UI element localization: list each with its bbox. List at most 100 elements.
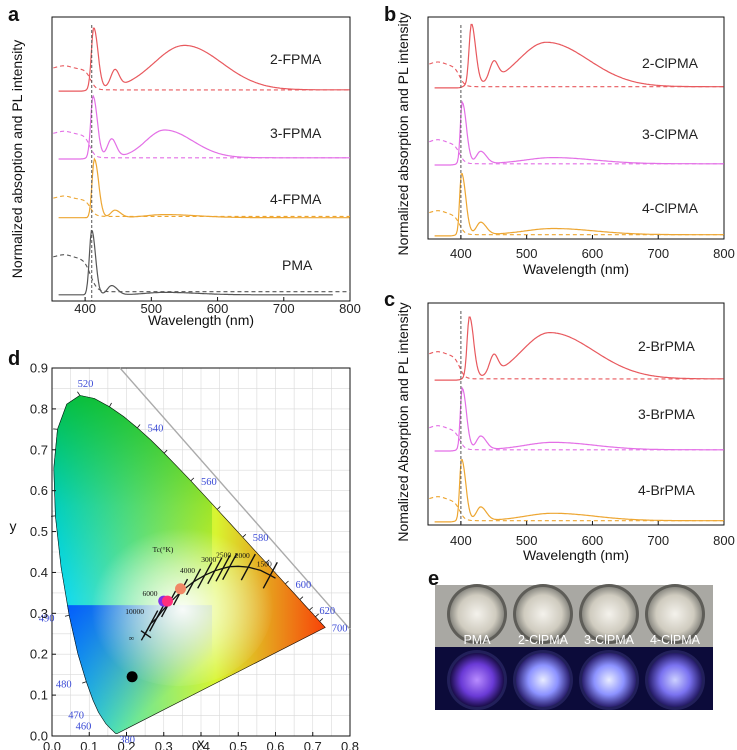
x-tick-label: 0.3 (155, 739, 173, 750)
cie-point-pma (127, 671, 138, 682)
wavelength-label: 560 (201, 477, 217, 488)
x-tick-label: 700 (273, 301, 295, 316)
wavelength-label: 460 (76, 722, 92, 733)
y-tick-label: 0.1 (30, 688, 48, 703)
locus-tick-mark (65, 615, 69, 616)
panel-label-a: a (8, 4, 20, 26)
y-tick-label: 0.5 (30, 524, 48, 539)
x-tick-label: 700 (647, 246, 669, 261)
cct-label: 4000 (180, 566, 195, 575)
x-tick-label: 0.6 (266, 739, 284, 750)
x-tick-label: 800 (339, 301, 361, 316)
series-label-2-clpma: 2-ClPMA (642, 55, 699, 71)
x-tick-label: 0.8 (341, 739, 359, 750)
series-label-4-clpma: 4-ClPMA (642, 200, 699, 216)
panel-label-c: c (384, 289, 395, 311)
figure: a b c d e 400 500 600 700 800 Wavelength (nm… (0, 0, 737, 750)
series-label-pma: PMA (282, 257, 313, 273)
locus-tick-mark (320, 618, 323, 621)
x-axis-label: x (198, 735, 205, 750)
cct-label: 3000 (201, 555, 216, 564)
vial-uv (450, 653, 504, 707)
y-axis-label: Normalized absoption and PL intensity (9, 40, 25, 278)
absorption-line-3-brpma (429, 426, 724, 450)
locus-tick-mark (286, 581, 289, 584)
vial-uv (648, 653, 702, 707)
pl-line-4-fpma (59, 159, 350, 218)
x-tick-label: 0.7 (304, 739, 322, 750)
wavelength-label: 620 (319, 606, 335, 617)
wavelength-label: 480 (56, 680, 72, 691)
cct-title: Tc(°K) (153, 545, 174, 554)
gamut-white-layer (84, 516, 274, 686)
spectra-panel-b: 400 500 600 700 800 Wavelength (nm) Normaliz… (395, 12, 735, 277)
cct-label: 10000 (125, 607, 144, 616)
locus-tick-mark (316, 614, 319, 617)
cct-label: 6000 (142, 589, 157, 598)
cct-label: 1500 (257, 559, 272, 568)
y-axis-label: Normalized absorption and PL intensity (395, 12, 411, 255)
vial-uv (516, 653, 570, 707)
y-tick-label: 0.3 (30, 606, 48, 621)
locus-tick-mark (77, 392, 79, 395)
x-tick-label: 0.5 (229, 739, 247, 750)
absorption-line-2-fpma (53, 66, 350, 90)
wavelength-label: 470 (68, 710, 84, 721)
x-tick-label: 500 (516, 246, 538, 261)
cie-point-2-clpma (175, 583, 186, 594)
absorption-line-4-brpma (429, 497, 724, 521)
wavelength-label: 580 (253, 533, 269, 544)
vial-photo-panel-e: PMA 2-ClPMA 3-ClPMA 4-ClPMA (435, 584, 713, 710)
series-label-3-brpma: 3-BrPMA (638, 406, 695, 422)
x-tick-label: 700 (647, 533, 669, 548)
series-label-3-fpma: 3-FPMA (270, 125, 322, 141)
y-tick-label: 0.7 (30, 442, 48, 457)
vial-uv (582, 653, 636, 707)
panel-label-d: d (8, 348, 20, 370)
x-axis-label: Wavelength (nm) (523, 261, 629, 277)
y-tick-label: 0.8 (30, 401, 48, 416)
locus-tick-mark (82, 682, 86, 683)
cct-label: ∞ (129, 633, 134, 642)
wavelength-label: 540 (148, 424, 164, 435)
spectra-panel-c: 400 500 600 700 800 Wavelength (nm) Nomalize… (395, 302, 735, 563)
absorption-line-2-brpma (429, 352, 724, 379)
wavelength-label: 520 (78, 379, 94, 390)
vial-label-3-clpma: 3-ClPMA (584, 633, 635, 647)
x-tick-label: 0.2 (117, 739, 135, 750)
series-label-4-fpma: 4-FPMA (270, 191, 322, 207)
x-tick-label: 800 (713, 533, 735, 548)
series-label-3-clpma: 3-ClPMA (642, 126, 699, 142)
spectra-panel-a: 400 500 600 700 800 Wavelength (nm) Normaliz… (9, 17, 361, 328)
x-tick-label: 800 (713, 246, 735, 261)
vial-label-2-clpma: 2-ClPMA (518, 633, 569, 647)
x-tick-label: 400 (74, 301, 96, 316)
locus-tick-mark (300, 597, 303, 600)
locus-tick-mark (164, 450, 167, 453)
cct-label: 2000 (235, 551, 250, 560)
x-tick-label: 400 (450, 533, 472, 548)
x-tick-label: 0.1 (80, 739, 98, 750)
y-tick-label: 0.2 (30, 647, 48, 662)
vial-label-pma: PMA (463, 633, 491, 647)
x-axis-label: Wavelength (nm) (523, 547, 629, 563)
series-label-2-fpma: 2-FPMA (270, 51, 322, 67)
x-tick-label: 600 (582, 533, 604, 548)
cie-panel-d: 10000600040003000 2500 20001500∞Tc(°K)3804… (10, 361, 360, 750)
y-axis-label: y (10, 518, 17, 534)
y-tick-label: 0.4 (30, 565, 48, 580)
vial-label-4-clpma: 4-ClPMA (650, 633, 701, 647)
x-tick-label: 400 (450, 246, 472, 261)
locus-tick-mark (138, 424, 141, 427)
y-tick-label: 0.6 (30, 483, 48, 498)
x-axis-label: Wavelength (nm) (148, 312, 254, 328)
cct-label: 2500 (216, 551, 231, 560)
y-tick-label: 0.0 (30, 729, 48, 744)
y-tick-label: 0.9 (30, 361, 48, 376)
absorption-line-3-clpma (429, 140, 724, 164)
series-label-2-brpma: 2-BrPMA (638, 338, 695, 354)
cie-point-4-clpma (162, 596, 173, 607)
y-axis-label: Nomalized Absorption and PL intensity (395, 302, 411, 541)
wavelength-label: 700 (332, 624, 348, 635)
locus-tick-mark (110, 403, 112, 407)
